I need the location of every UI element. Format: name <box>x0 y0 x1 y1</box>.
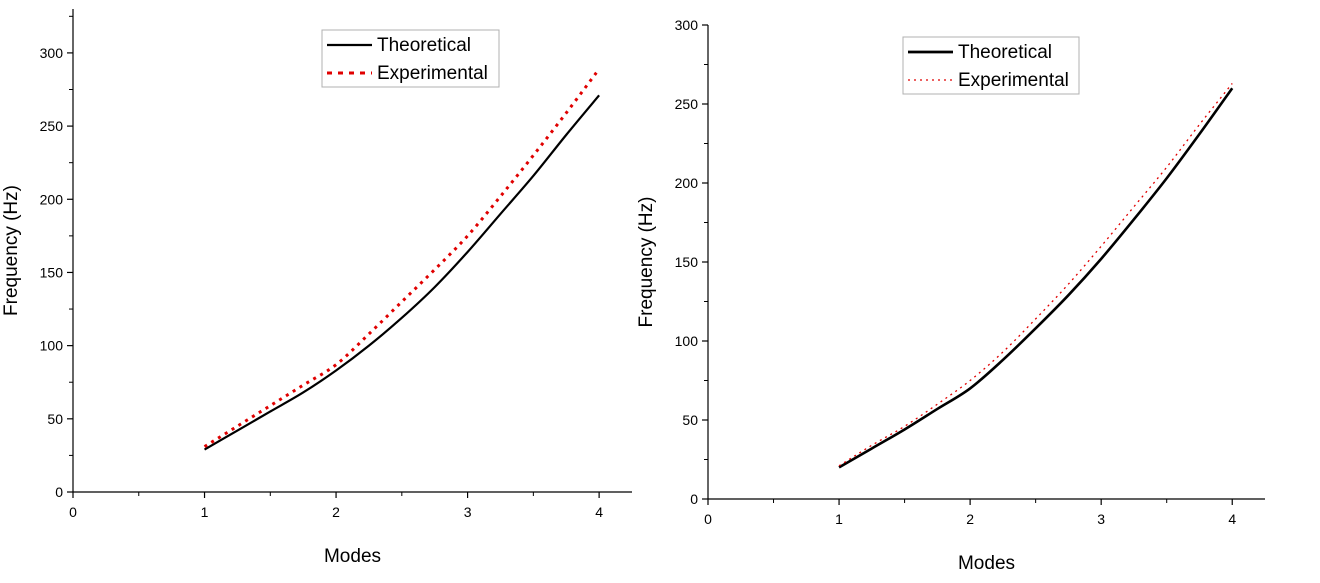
legend-label-experimental: Experimental <box>377 63 488 84</box>
y-tick-label: 250 <box>40 118 64 134</box>
legend-box <box>902 36 1080 95</box>
x-tick-label: 2 <box>966 511 974 527</box>
legend-label-theoretical: Theoretical <box>377 35 471 56</box>
series-line-experimental <box>203 68 601 448</box>
y-tick-label: 300 <box>40 45 64 61</box>
y-tick-label: 200 <box>40 191 64 207</box>
x-tick-label: 0 <box>69 504 77 520</box>
legend-label-experimental: Experimental <box>958 70 1069 91</box>
x-tick-label: 3 <box>1097 511 1105 527</box>
series-line-theoretical <box>203 94 600 451</box>
legend-box <box>321 29 500 88</box>
y-tick-label: 150 <box>675 254 699 270</box>
y-tick-label: 50 <box>682 412 698 428</box>
legend: Theoretical Experimental <box>321 29 500 88</box>
x-tick-label: 2 <box>332 504 340 520</box>
x-axis-title: Modes <box>324 546 381 567</box>
x-tick-label: 4 <box>595 504 603 520</box>
y-tick-label: 0 <box>690 491 698 507</box>
y-axis-title: Frequency (Hz) <box>1 185 22 316</box>
y-tick-label: 250 <box>675 96 699 112</box>
legend: Theoretical Experimental <box>902 36 1080 95</box>
x-tick-label: 1 <box>201 504 209 520</box>
y-tick-label: 100 <box>675 333 699 349</box>
x-tick-label: 3 <box>464 504 472 520</box>
chart-left: 0 1 2 3 4 0 50 100 150 200 250 300 Modes Frequency (H… <box>1 9 632 567</box>
series-line-theoretical <box>838 87 1234 469</box>
x-axis-title: Modes <box>958 553 1015 574</box>
series-line-experimental <box>838 83 1233 467</box>
y-tick-label: 50 <box>47 411 63 427</box>
x-tick-label: 0 <box>704 511 712 527</box>
chart-right: 0 1 2 3 4 0 50 100 150 200 250 300 Modes Frequency (H… <box>636 17 1265 574</box>
y-tick-label: 300 <box>675 17 699 33</box>
x-tick-label: 1 <box>835 511 843 527</box>
y-tick-label: 100 <box>40 338 64 354</box>
y-tick-label: 0 <box>55 484 63 500</box>
y-axis-title: Frequency (Hz) <box>636 197 657 328</box>
legend-label-theoretical: Theoretical <box>958 42 1052 63</box>
y-tick-label: 150 <box>40 264 64 280</box>
x-tick-label: 4 <box>1228 511 1236 527</box>
y-tick-label: 200 <box>675 175 699 191</box>
